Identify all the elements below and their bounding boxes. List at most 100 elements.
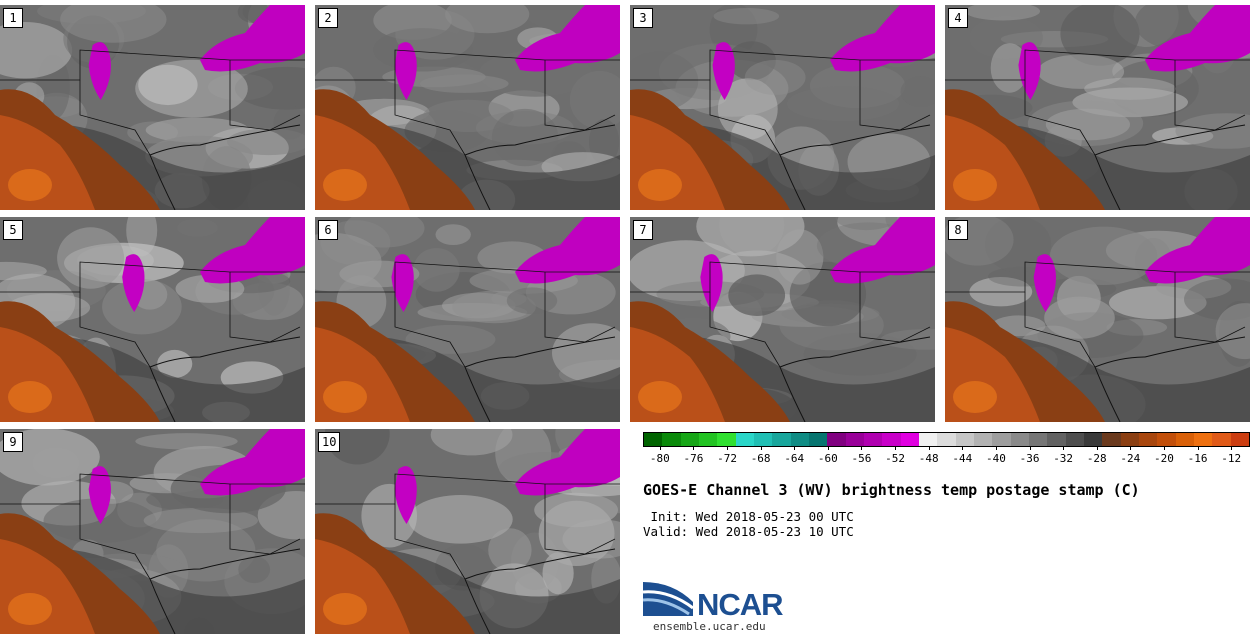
state-border: [544, 60, 616, 131]
state-border: [315, 473, 620, 505]
moisture-swirl: [713, 8, 780, 25]
colorbar-tick: [962, 446, 964, 450]
moisture-swirl: [135, 433, 238, 450]
moisture-swirl: [835, 217, 898, 231]
cold-cloud-top: [515, 5, 620, 72]
moisture-swirl: [1037, 54, 1125, 89]
cold-cloud-top: [200, 429, 305, 496]
moisture-swirl: [985, 217, 1052, 273]
map-panel-6: 6: [315, 217, 620, 422]
colorbar-tick-label: -52: [885, 452, 906, 465]
colorbar-tick-label: -36: [1019, 452, 1040, 465]
convective-cell: [88, 466, 111, 524]
water-vapor-field: [0, 429, 305, 634]
colorbar-tick-label: -56: [851, 452, 872, 465]
coastline: [464, 154, 491, 210]
colorbar-tick: [794, 446, 796, 450]
colorbar-tick-label: -20: [1154, 452, 1174, 465]
warm-peak: [638, 381, 682, 413]
coastline: [1094, 366, 1121, 422]
water-vapor-field: [315, 217, 620, 422]
moisture-swirl: [1184, 278, 1250, 321]
colorbar-segment: [1102, 433, 1121, 446]
cold-cloud-top: [200, 5, 305, 72]
convective-cell: [391, 254, 414, 312]
colorbar-segment: [790, 433, 809, 446]
state-border: [945, 261, 1250, 293]
colorbar-tick-label: -60: [817, 452, 838, 465]
colorbar-tick: [861, 446, 863, 450]
colorbar-segment: [1230, 433, 1249, 446]
moisture-swirl: [538, 500, 615, 566]
moisture-swirl: [60, 5, 167, 43]
water-vapor-field: [0, 217, 305, 422]
water-vapor-field: [315, 429, 620, 634]
state-border: [229, 60, 301, 131]
colorbar-segment: [845, 433, 864, 446]
colorbar-segment: [1047, 433, 1066, 446]
moisture-swirl: [491, 108, 559, 167]
state-border: [709, 80, 781, 156]
warm-peak: [323, 381, 367, 413]
colorbar-segment: [1138, 433, 1158, 446]
moisture-swirl: [1215, 303, 1250, 360]
state-border: [1174, 272, 1246, 343]
coastline: [464, 366, 491, 422]
state-border: [1024, 292, 1096, 368]
colorbar-segment: [808, 433, 828, 446]
panel-number: 4: [948, 8, 968, 28]
colorbar-segment: [698, 433, 718, 446]
ncar-url[interactable]: ensemble.ucar.edu: [653, 620, 766, 633]
colorbar-tick-label: -28: [1086, 452, 1107, 465]
colorbar-tick: [727, 446, 729, 450]
colorbar-tick: [760, 446, 762, 450]
colorbar-tick: [995, 446, 997, 450]
warm-peak: [953, 169, 997, 201]
state-border: [1174, 60, 1246, 131]
colorbar-segment: [1193, 433, 1213, 446]
moisture-swirl: [1044, 296, 1115, 339]
moisture-swirl: [900, 76, 935, 108]
state-border: [0, 473, 305, 505]
state-border: [0, 49, 305, 81]
moisture-swirl: [728, 274, 786, 316]
colorbar-segment: [1065, 433, 1084, 446]
moisture-swirl: [445, 5, 530, 34]
moisture-swirl: [177, 218, 218, 237]
panel-number: 2: [318, 8, 338, 28]
warm-peak: [8, 169, 52, 201]
moisture-swirl: [1218, 301, 1250, 367]
colorbar-segment: [1175, 433, 1194, 446]
moisture-swirl: [0, 22, 73, 79]
warm-peak: [953, 381, 997, 413]
panel-number: 6: [318, 220, 338, 240]
map-panel-4: 4: [945, 5, 1250, 210]
moisture-swirl: [744, 59, 806, 95]
convective-cell: [88, 42, 111, 100]
moisture-swirl: [727, 41, 776, 81]
ncar-wordmark: NCAR: [697, 587, 784, 622]
cold-cloud-top: [515, 429, 620, 496]
coastline: [149, 366, 176, 422]
colorbar-segment: [772, 433, 791, 446]
state-border: [315, 49, 620, 81]
colorbar-tick-label: -80: [649, 452, 670, 465]
map-panel-8: 8: [945, 217, 1250, 422]
moisture-swirl: [776, 229, 824, 285]
state-border: [79, 504, 151, 580]
colorbar-segment: [863, 433, 883, 446]
colorbar-ticks: -80 -76 -72 -68 -64 -60 -56 -52 -48 -44 -40 -36 -32-…: [643, 446, 1248, 466]
colorbar-tick-label: -68: [750, 452, 771, 465]
moisture-swirl: [143, 507, 258, 534]
moisture-swirl: [420, 74, 509, 93]
panel-number: 5: [3, 220, 23, 240]
coastline: [1094, 124, 1246, 156]
coastline: [1094, 336, 1246, 368]
moisture-swirl: [234, 66, 305, 110]
colorbar-segment: [918, 433, 938, 446]
colorbar-segment: [1157, 433, 1176, 446]
colorbar-segment: [937, 433, 956, 446]
map-panel-2: 2: [315, 5, 620, 210]
moisture-swirl: [273, 105, 305, 140]
moisture-swirl: [145, 117, 250, 143]
